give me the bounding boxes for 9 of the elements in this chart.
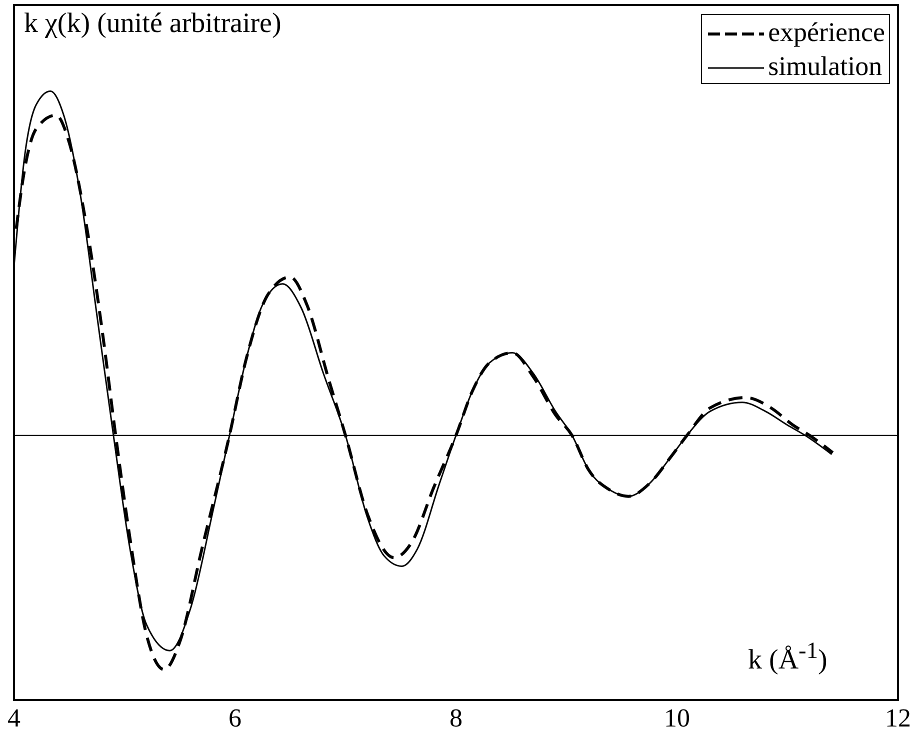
chart-title: k χ(k) (unité arbitraire) [24,8,282,40]
x-tick-label: 10 [664,703,690,732]
x-tick-label: 12 [885,703,910,732]
x-axis-title: k (Å$^{-1}$) [748,638,828,676]
legend-label: simulation [768,50,882,83]
x-tick-label: 6 [228,703,242,732]
legend-label: expérience [768,16,885,49]
x-tick-label: 4 [8,703,20,732]
x-tick-label: 8 [450,703,462,732]
